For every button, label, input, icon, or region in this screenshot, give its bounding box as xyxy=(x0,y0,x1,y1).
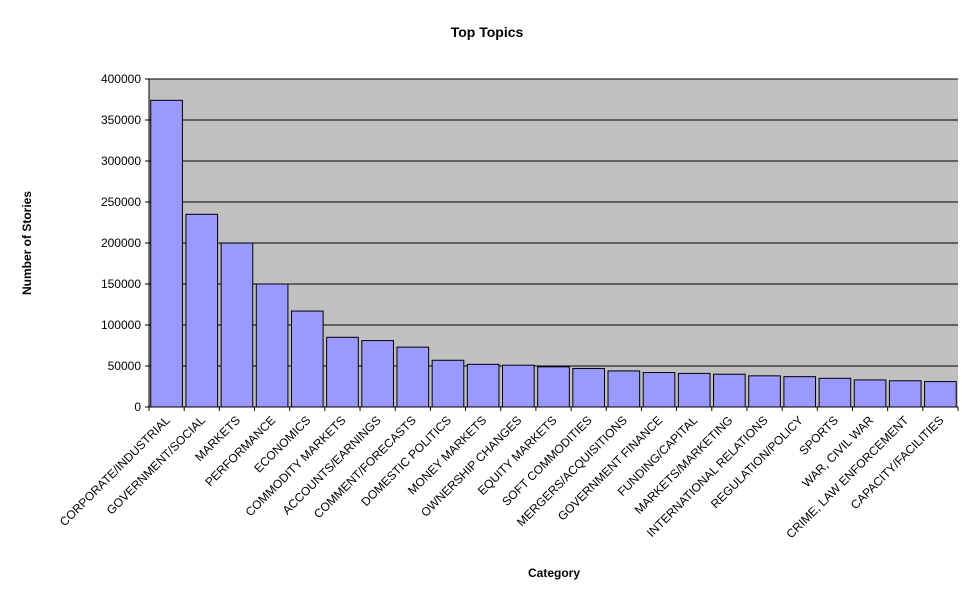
y-tick-label: 150000 xyxy=(101,277,141,291)
bar xyxy=(220,242,254,408)
bar xyxy=(572,367,606,408)
y-tick-label: 350000 xyxy=(101,113,141,127)
y-tick-labels: 0 50000 100000 150000 200000 250000 300000 3500… xyxy=(101,72,141,414)
bar xyxy=(818,377,852,408)
y-tick-label: 100000 xyxy=(101,318,141,332)
bar xyxy=(396,346,430,408)
bar xyxy=(361,340,394,408)
bar xyxy=(290,310,324,408)
bar xyxy=(501,364,535,408)
axes xyxy=(145,78,959,411)
x-axis-title: Category xyxy=(528,566,580,580)
bar xyxy=(677,372,711,408)
bar xyxy=(150,99,183,408)
bars xyxy=(150,99,957,408)
y-tick-label: 300000 xyxy=(101,154,141,168)
bar xyxy=(783,376,817,408)
bar xyxy=(924,381,957,408)
y-tick-label: 250000 xyxy=(101,195,141,209)
y-tick-label: 400000 xyxy=(101,72,141,86)
bar xyxy=(326,336,359,408)
bar xyxy=(255,283,289,408)
y-axis-title: Number of Stories xyxy=(20,191,34,295)
bar xyxy=(853,379,887,408)
bar xyxy=(713,373,746,408)
chart-title: Top Topics xyxy=(451,24,524,40)
bar xyxy=(431,359,465,408)
category-labels: CORPORATE/INDUSTRIALGOVERNMENT/SOCIALMAR… xyxy=(57,413,947,541)
bar xyxy=(466,363,500,408)
y-tick-label: 50000 xyxy=(108,359,142,373)
bar xyxy=(537,366,570,408)
bar xyxy=(642,372,676,408)
bar xyxy=(888,380,922,408)
y-tick-label: 0 xyxy=(134,400,141,414)
bar xyxy=(185,213,219,408)
bar xyxy=(607,370,641,408)
y-tick-label: 200000 xyxy=(101,236,141,250)
bar xyxy=(748,375,781,408)
